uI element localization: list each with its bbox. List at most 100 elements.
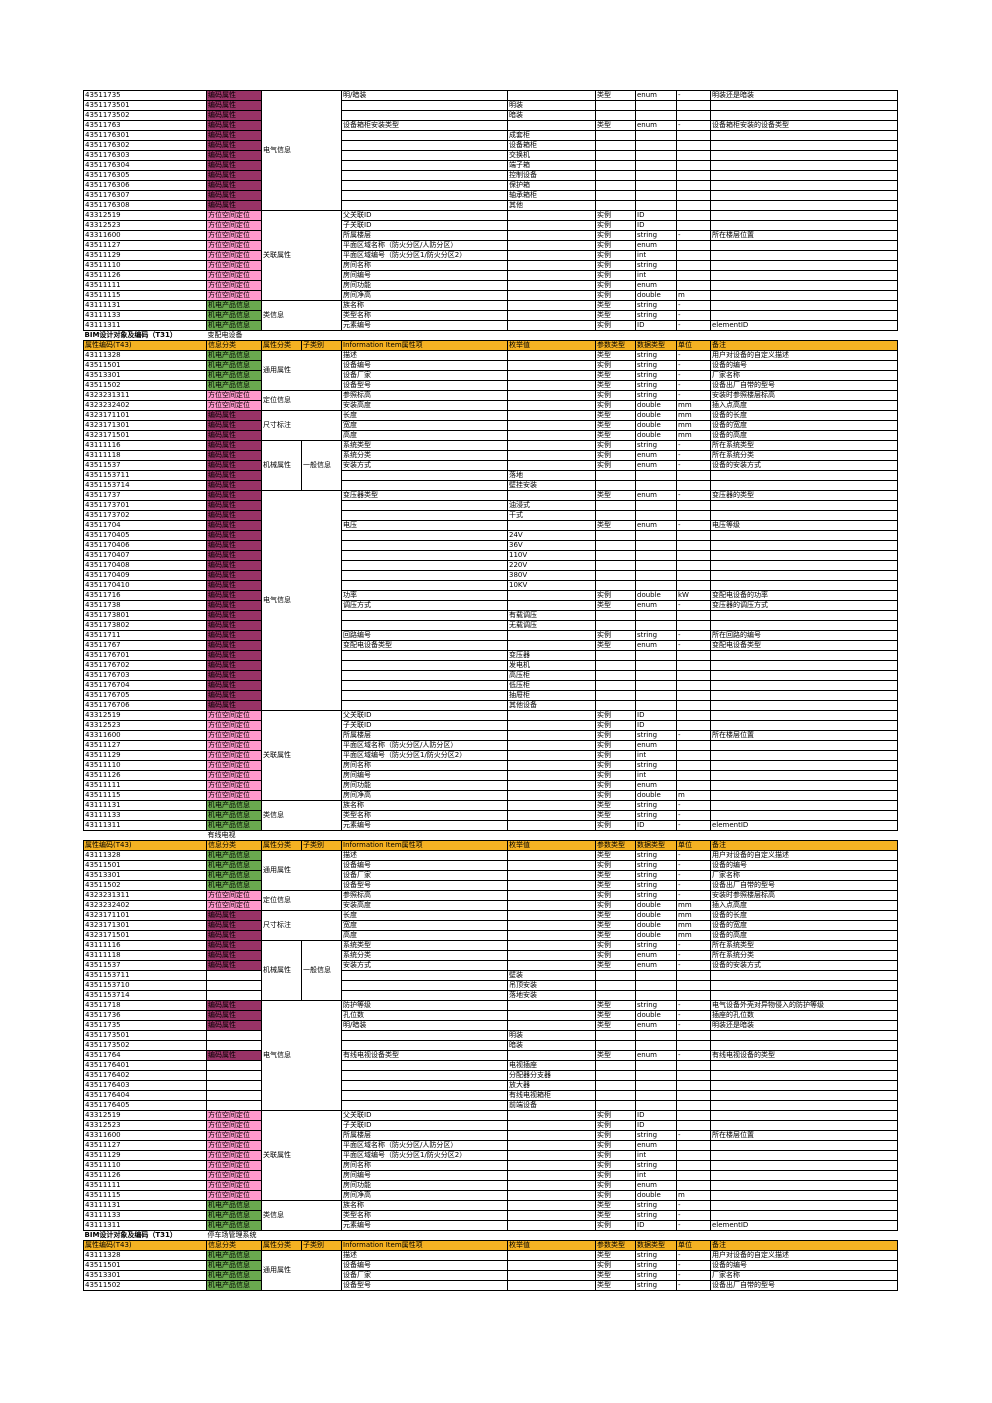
value-cell (341, 140, 508, 151)
data-row: 43511763 编码属性 设备箱柜安装类型 类型 enum - 设备箱柜安装的设备类型 (83, 120, 898, 131)
value-cell (635, 130, 677, 141)
value-cell (710, 1090, 898, 1101)
code-cell: 4351153711 (83, 470, 207, 481)
value-cell: m (676, 290, 711, 301)
code-cell: 43513301 (83, 370, 207, 381)
value-cell: 元素编号 (341, 820, 508, 831)
data-row: 4351176701 编码属性 变压器 (83, 650, 898, 661)
code-cell: 4351176404 (83, 1090, 207, 1101)
value-cell (341, 480, 508, 491)
value-cell: - (676, 1130, 711, 1141)
data-row: 4351170410 编码属性 10KV (83, 580, 898, 591)
category-cell: 编码属性 (206, 600, 262, 611)
value-cell (595, 580, 636, 591)
value-cell: 类型 (595, 1200, 636, 1211)
value-cell: 族名称 (341, 1200, 508, 1211)
category-cell: 编码属性 (206, 490, 262, 501)
value-cell (595, 1060, 636, 1071)
data-row: 4351153714 落地安装 (83, 990, 898, 1001)
value-cell (676, 110, 711, 121)
data-row: 43511738 编码属性 调压方式 类型 enum - 变压器的调压方式 (83, 600, 898, 611)
code-cell: 4351173501 (83, 100, 207, 111)
group-cell: 通用属性 (261, 1250, 342, 1291)
value-cell (710, 790, 898, 801)
data-row: 43111131 机电产品信息 类信息 族名称 类型 string - (83, 1200, 898, 1231)
value-cell (710, 980, 898, 991)
value-cell (507, 710, 596, 721)
value-cell (710, 110, 898, 121)
category-cell: 编码属性 (206, 960, 262, 971)
value-cell: 壁装 (507, 970, 596, 981)
value-cell: mm (676, 400, 711, 411)
value-cell (710, 210, 898, 221)
category-cell: 编码属性 (206, 190, 262, 201)
value-cell: 110V (507, 550, 596, 561)
value-cell: string (635, 870, 677, 881)
value-cell (710, 800, 898, 811)
value-cell: 设备箱柜安装类型 (341, 120, 508, 131)
value-cell: 系统分类 (341, 950, 508, 961)
value-cell (676, 760, 711, 771)
category-cell: 机电产品信息 (206, 1260, 262, 1271)
value-cell: 类型 (595, 930, 636, 941)
value-cell (595, 500, 636, 511)
category-cell: 编码属性 (206, 930, 262, 941)
category-cell: 编码属性 (206, 520, 262, 531)
value-cell (595, 480, 636, 491)
value-cell (595, 610, 636, 621)
value-cell (676, 1160, 711, 1171)
category-cell: 方位空间定位 (206, 890, 262, 901)
value-cell (595, 570, 636, 581)
value-cell: 描述 (341, 850, 508, 861)
value-cell: enum (635, 520, 677, 531)
category-cell: 编码属性 (206, 480, 262, 491)
value-cell (507, 270, 596, 281)
value-cell (595, 700, 636, 711)
code-cell: 43311600 (83, 230, 207, 241)
category-cell: 编码属性 (206, 430, 262, 441)
value-cell: 平面区域编号（防火分区1/防火分区2） (341, 750, 508, 761)
value-cell: 类型 (595, 420, 636, 431)
code-cell: 43111118 (83, 450, 207, 461)
category-cell: 编码属性 (206, 120, 262, 131)
value-cell (635, 570, 677, 581)
value-cell: double (635, 1010, 677, 1021)
value-cell: 设备出厂自带的型号 (710, 880, 898, 891)
value-cell: - (676, 950, 711, 961)
value-cell (710, 690, 898, 701)
value-cell (507, 390, 596, 401)
value-cell: - (676, 600, 711, 611)
category-cell: 编码属性 (206, 940, 262, 951)
value-cell (676, 150, 711, 161)
value-cell (635, 550, 677, 561)
value-cell: 明/暗装 (341, 90, 508, 101)
code-cell: 43111311 (83, 1220, 207, 1231)
data-row: 4351176304 编码属性 端子箱 (83, 160, 898, 171)
value-cell (507, 300, 596, 311)
value-cell (710, 140, 898, 151)
value-cell: - (676, 120, 711, 131)
value-cell (507, 1000, 596, 1011)
value-cell: 设备的安装方式 (710, 960, 898, 971)
group-cell: 机械属性 (261, 940, 302, 1001)
code-cell: 43111328 (83, 850, 207, 861)
data-row: 43111311 机电产品信息 元素编号 实例 ID - elementID (83, 820, 898, 831)
data-row: 43312519 方位空间定位 关联属性 父关联ID 实例 ID (83, 1110, 898, 1201)
value-cell: - (676, 520, 711, 531)
data-row: 43312523 方位空间定位 子关联ID 实例 ID (83, 1120, 898, 1131)
value-cell: 设备的宽度 (710, 920, 898, 931)
value-cell: 实例 (595, 320, 636, 331)
data-row: 4351176303 编码属性 交换机 (83, 150, 898, 161)
value-cell: int (635, 250, 677, 261)
value-cell (507, 1200, 596, 1211)
value-cell (676, 1060, 711, 1071)
value-cell: 设备的长度 (710, 910, 898, 921)
value-cell (507, 1020, 596, 1031)
value-cell: 设备型号 (341, 880, 508, 891)
code-cell: 43511764 (83, 1050, 207, 1061)
value-cell: 类型 (595, 1020, 636, 1031)
category-cell: 机电产品信息 (206, 810, 262, 821)
value-cell: 参照标高 (341, 390, 508, 401)
value-cell (595, 980, 636, 991)
code-cell: 4323171501 (83, 930, 207, 941)
